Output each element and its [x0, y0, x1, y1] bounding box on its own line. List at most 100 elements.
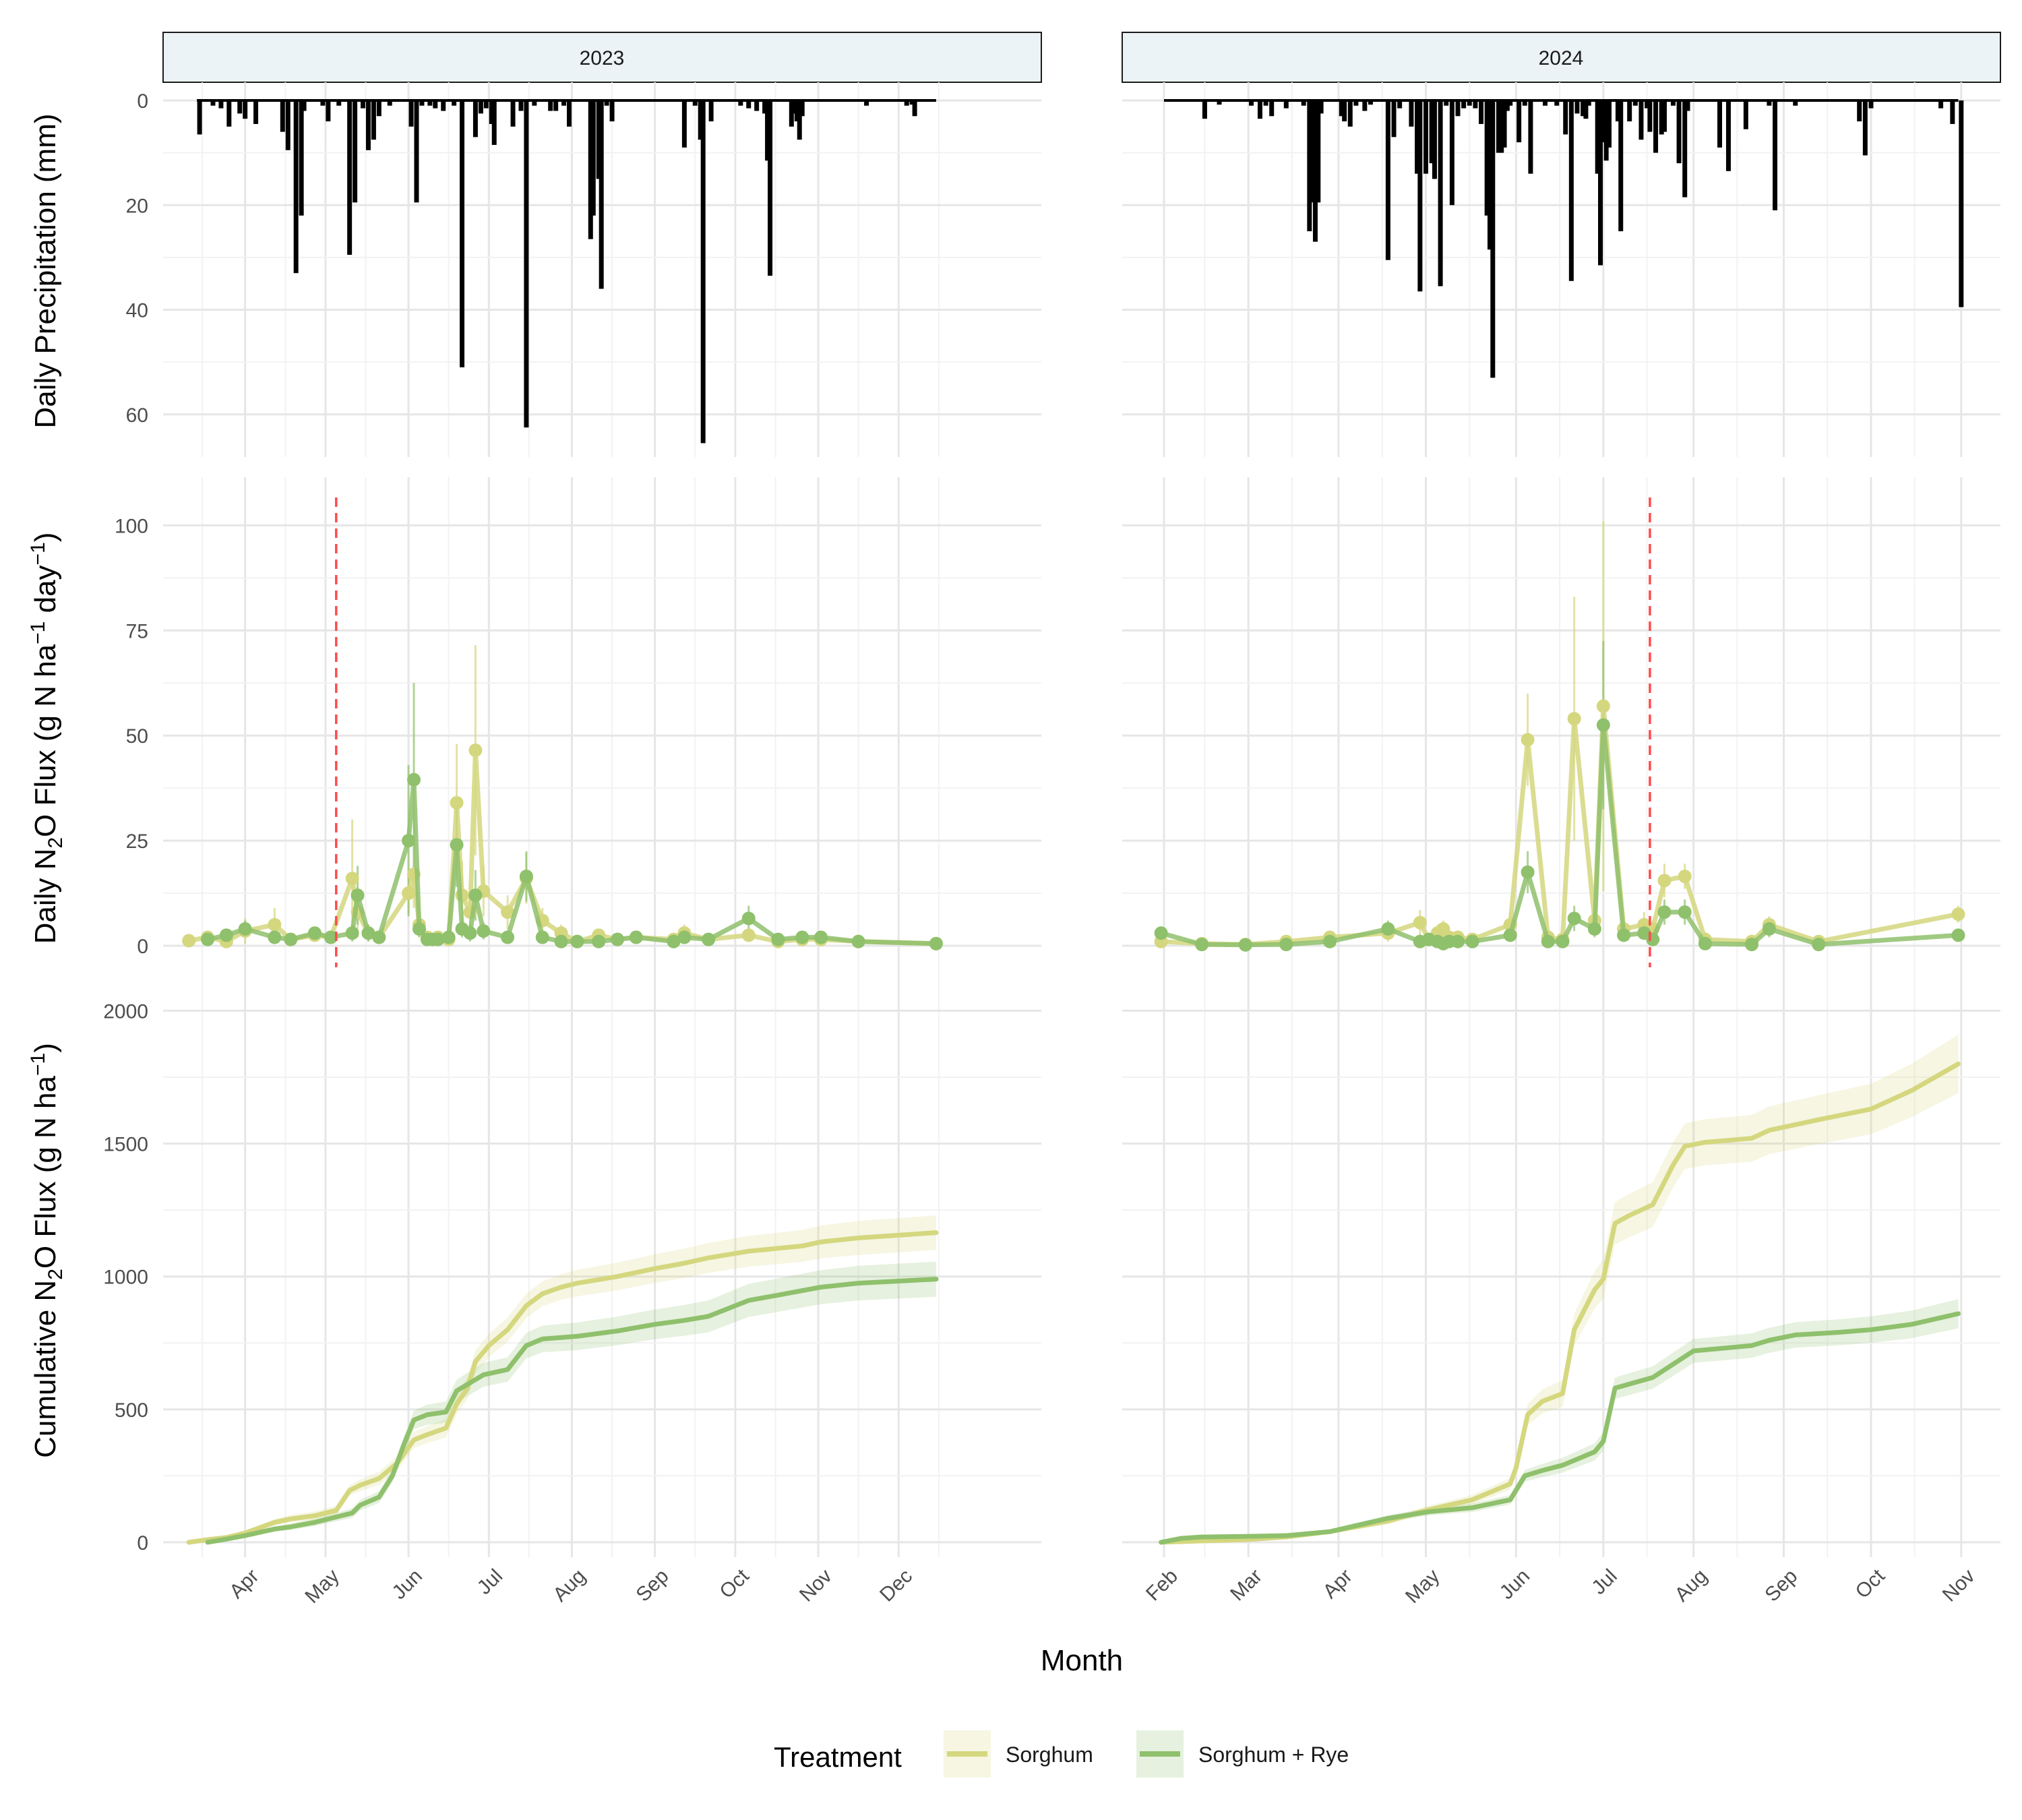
precip-bar — [489, 100, 494, 124]
precip-bar — [483, 100, 489, 109]
precip-bar — [1432, 100, 1437, 179]
precip-bar — [708, 100, 714, 122]
legend-title: Treatment — [774, 1741, 902, 1773]
daily-point — [431, 932, 445, 946]
precip-axis-title: Daily Precipitation (mm) — [29, 114, 62, 429]
daily-point — [268, 930, 282, 944]
precip-bar — [414, 100, 419, 203]
daily-point — [592, 934, 606, 948]
precip-bar — [237, 100, 243, 114]
precip-bar — [789, 100, 794, 127]
daily-point — [1381, 922, 1395, 936]
daily-title-part2: O Flux (g N ha — [29, 644, 62, 837]
precip-bar — [1310, 100, 1315, 203]
daily-point — [1678, 870, 1692, 884]
y-tick-label: 1500 — [103, 1134, 148, 1156]
precip-bar — [1568, 100, 1574, 281]
precip-bar — [1499, 100, 1504, 153]
x-tick-label: Jul — [473, 1565, 507, 1599]
precip-bar — [280, 100, 285, 132]
daily-point — [1521, 733, 1535, 747]
x-tick-label: Apr — [225, 1565, 263, 1603]
daily-point — [570, 934, 584, 948]
precip-bar — [596, 100, 601, 179]
daily-point — [1323, 934, 1337, 948]
precip-bar — [1857, 100, 1862, 122]
daily-point — [1541, 934, 1555, 948]
daily-point — [1279, 938, 1293, 952]
precip-bar — [692, 100, 698, 106]
precip-bar — [452, 100, 457, 106]
precip-bar — [1581, 100, 1586, 117]
precip-bar — [1638, 100, 1644, 140]
daily-title-part: Daily N — [29, 849, 62, 944]
x-tick-label: Jun — [388, 1565, 427, 1604]
daily-point — [412, 922, 426, 936]
daily-point — [1195, 938, 1209, 952]
precip-bar — [609, 100, 615, 122]
precip-bar — [1522, 100, 1527, 106]
x-tick-label: Feb — [1142, 1565, 1182, 1606]
x-tick-label: Aug — [1671, 1565, 1712, 1606]
precip-bar — [738, 100, 743, 106]
precip-bar — [441, 100, 446, 111]
y-tick-label: 20 — [126, 195, 148, 217]
precip-bar — [799, 100, 805, 117]
daily-point — [182, 934, 196, 948]
precip-bar — [510, 100, 516, 127]
precip-bar — [1397, 100, 1403, 109]
daily-point — [1465, 934, 1479, 948]
precip-bar — [1318, 100, 1324, 114]
precip-bar — [1563, 100, 1568, 135]
daily-point — [795, 930, 809, 944]
precip-bar — [1484, 100, 1490, 216]
precip-bar — [1490, 100, 1496, 378]
precip-bar — [1263, 100, 1268, 106]
daily-point — [1556, 934, 1570, 948]
precip-bar — [1583, 100, 1589, 119]
precip-bar — [588, 100, 593, 239]
cum-title-end: ) — [29, 1043, 62, 1053]
daily-point — [345, 872, 359, 886]
daily-point — [350, 888, 365, 903]
daily-point — [402, 834, 416, 848]
cum-title-subscript: 2 — [44, 1269, 67, 1280]
daily-title-exp1: −1 — [27, 621, 49, 644]
daily-point — [629, 930, 643, 944]
y-tick-label: 75 — [126, 620, 148, 642]
daily-point — [284, 932, 298, 946]
precip-bar — [1717, 100, 1723, 148]
daily-point — [535, 930, 549, 944]
precip-bar — [909, 100, 915, 105]
precip-bar — [1627, 100, 1632, 122]
precip-bar — [1467, 100, 1472, 106]
daily-point — [1617, 928, 1631, 942]
precip-bar — [1606, 100, 1612, 148]
precip-bar — [1487, 100, 1492, 250]
precip-bar — [1312, 100, 1318, 242]
y-tick-label: 2000 — [103, 1000, 148, 1023]
daily-point — [814, 930, 828, 944]
cumulative-line — [186, 1230, 939, 1545]
precip-bar — [791, 100, 797, 114]
daily-point — [201, 932, 215, 946]
daily-point — [519, 870, 533, 884]
x-tick-label: May — [301, 1565, 343, 1608]
precip-bar — [548, 100, 553, 111]
precip-bar — [1516, 100, 1522, 143]
daily-flux-axis-title: Daily N−12O Flux (g N ha−1 day−1) — [27, 533, 67, 944]
daily-point — [441, 930, 456, 944]
precip-bar — [1793, 100, 1798, 106]
y-tick-label: 1000 — [103, 1267, 148, 1289]
precip-bar — [1586, 100, 1591, 106]
precip-bar — [1342, 100, 1347, 122]
daily-point — [1762, 922, 1776, 936]
precip-bar — [1362, 100, 1368, 111]
precip-bar — [218, 100, 224, 109]
data-layer — [182, 99, 1965, 1545]
precip-bar — [1743, 100, 1748, 129]
y-tick-label: 50 — [126, 725, 148, 748]
precip-bar — [1647, 100, 1653, 132]
legend: Treatment Sorghum Sorghum + Rye — [774, 1730, 1349, 1778]
daily-point — [702, 932, 716, 946]
